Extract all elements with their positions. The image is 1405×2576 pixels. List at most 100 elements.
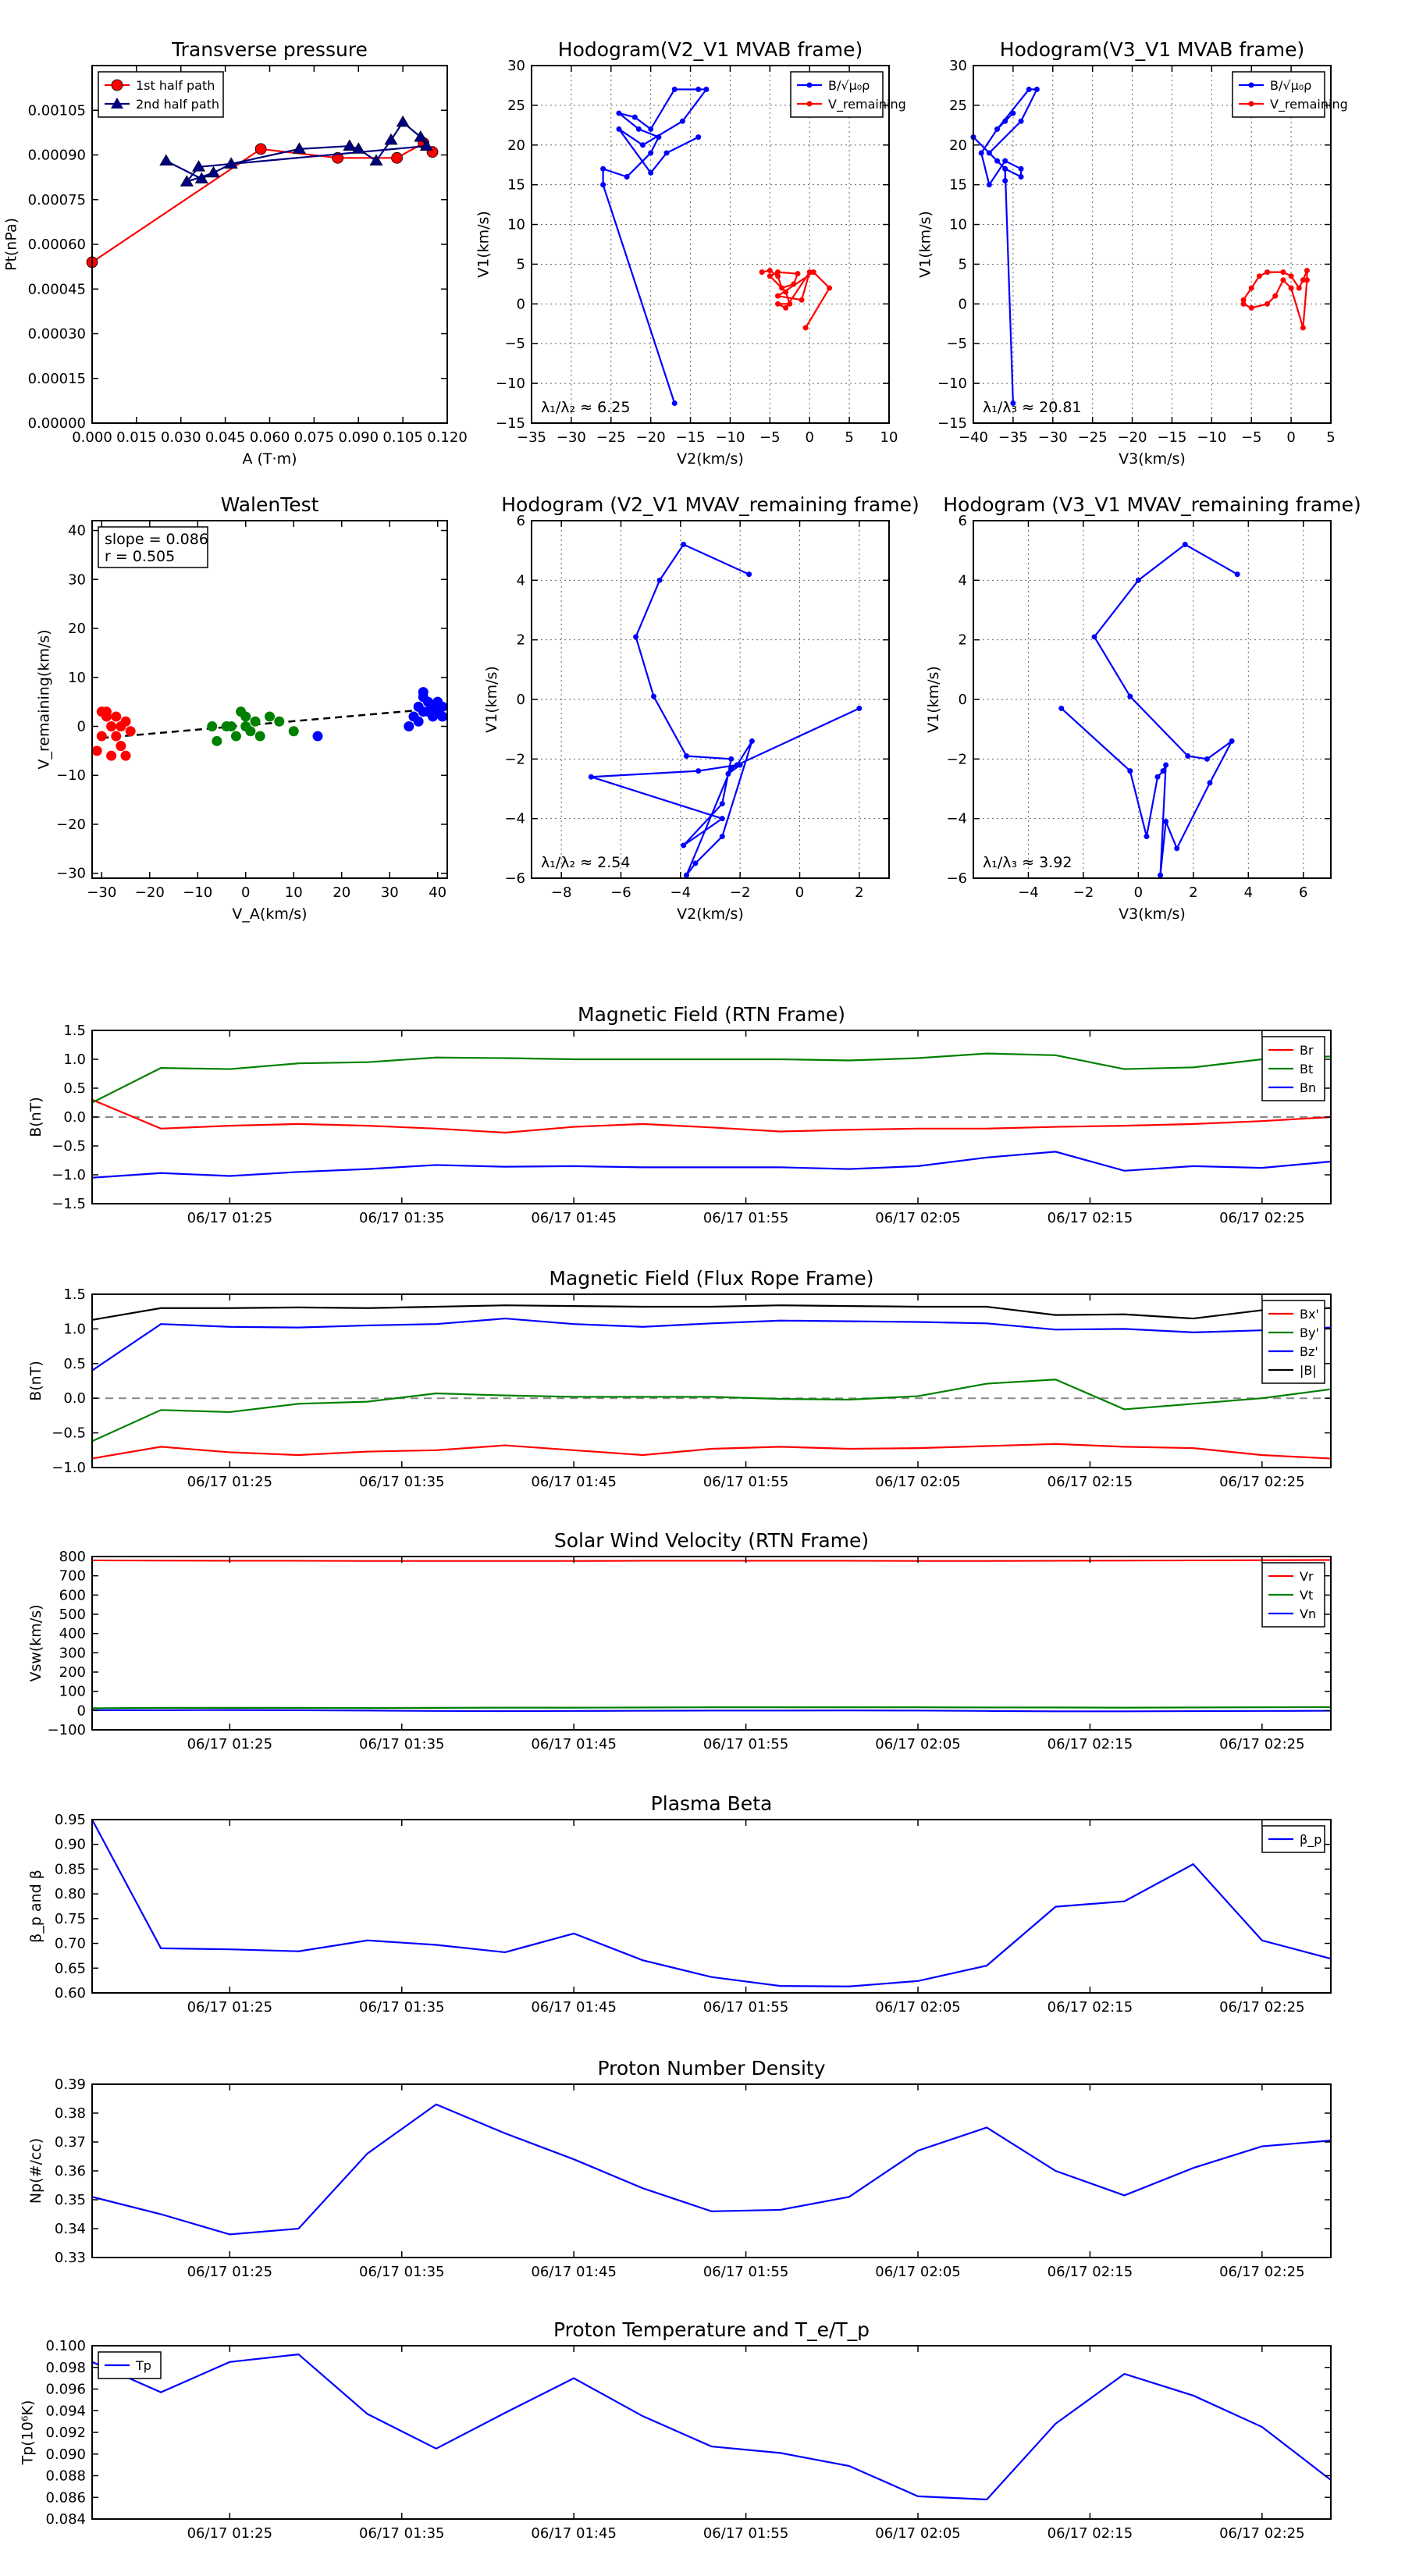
data-point [737, 762, 743, 768]
chart-tp_t: 06/17 01:25 06/17 01:35 06/17 01:45 06/17 0… [20, 2318, 1332, 2542]
x-tick-label: −35 [517, 429, 546, 446]
data-point [224, 157, 238, 169]
plot-frame [91, 65, 448, 424]
y-tick-label: 25 [949, 98, 967, 114]
data-point [775, 301, 781, 307]
x-tick-label: 06/17 02:05 [875, 2525, 960, 2542]
data-point [1248, 285, 1254, 291]
x-tick-label: 06/17 02:25 [1219, 2525, 1304, 2542]
data-point [986, 150, 992, 156]
x-tick-label: 06/17 01:25 [187, 1999, 272, 2016]
y-tick-label: 0.34 [55, 2221, 86, 2237]
x-tick-label: −20 [1118, 429, 1147, 446]
data-point [351, 142, 365, 154]
y-tick-label: 30 [949, 58, 967, 74]
legend-label: Vr [1300, 1569, 1314, 1584]
x-tick-label: 0 [241, 884, 250, 901]
chart-title: Hodogram(V2_V1 MVAB frame) [558, 38, 863, 61]
data-point [681, 842, 687, 849]
legend: Tp [98, 2351, 162, 2379]
legend-label: |B| [1300, 1363, 1317, 1378]
y-tick-label: −2 [946, 751, 967, 767]
x-tick-label: 20 [333, 884, 350, 901]
legend: 1st half path 2nd half path [98, 71, 224, 118]
y-tick-label: 0.00075 [28, 192, 86, 208]
y-tick-label: 10 [68, 670, 86, 686]
y-tick-label: 0.39 [55, 2076, 86, 2093]
chart-title: Proton Number Density [598, 2057, 826, 2080]
data-point [631, 114, 638, 120]
data-point [1127, 768, 1133, 774]
x-tick-label: −25 [596, 429, 626, 446]
series-bn [91, 1151, 1332, 1179]
x-tick-label: 06/17 01:35 [359, 2525, 444, 2542]
data-point [616, 126, 622, 132]
y-tick-label: 0.100 [45, 2338, 86, 2354]
legend: β_p [1261, 1825, 1325, 1853]
data-point [703, 87, 710, 93]
data-point [1240, 297, 1247, 303]
x-tick-label: −8 [551, 884, 572, 901]
x-tick-label: 06/17 02:15 [1048, 1999, 1133, 2016]
x-tick-label: −5 [759, 429, 781, 446]
data-point [775, 269, 781, 276]
x-axis-label: V3(km/s) [1119, 450, 1186, 468]
series-line [91, 1304, 1332, 1321]
data-point [1264, 301, 1271, 307]
y-tick-label: −15 [937, 415, 967, 432]
data-point [656, 134, 662, 141]
data-point [692, 860, 699, 866]
x-tick-label: 06/17 02:05 [875, 1474, 960, 1490]
chart-beta: 06/17 01:25 06/17 01:35 06/17 01:45 06/17 0… [27, 1792, 1332, 2016]
data-point [1163, 818, 1169, 824]
x-tick-label: 0.090 [338, 429, 379, 446]
series-line [165, 120, 429, 184]
y-tick-label: 0 [517, 296, 525, 312]
y-tick-label: 0.5 [63, 1080, 86, 1097]
x-tick-label: 0.105 [382, 429, 423, 446]
y-tick-label: 0 [77, 719, 86, 735]
legend: B/√μ₀ρ V_remaining [1232, 71, 1348, 118]
series-line [91, 1052, 1332, 1104]
data-point [96, 731, 107, 742]
y-tick-label: −0.5 [52, 1425, 86, 1442]
series--p [91, 1819, 1332, 1987]
data-point [191, 160, 206, 172]
data-point [719, 834, 725, 840]
series-line [1243, 270, 1308, 329]
series-line [91, 1098, 1332, 1134]
data-point [671, 87, 678, 93]
y-tick-label: −5 [504, 336, 525, 352]
series-line [91, 1443, 1332, 1460]
y-tick-label: 5 [959, 256, 967, 272]
x-tick-label: −15 [676, 429, 706, 446]
y-tick-label: 0.00045 [28, 281, 86, 297]
legend-label: 2nd half path [136, 97, 219, 112]
data-point [111, 731, 122, 742]
y-tick-label: 20 [949, 137, 967, 154]
data-point [683, 753, 689, 760]
y-axis-label: V1(km/s) [925, 666, 942, 733]
data-point [994, 158, 1001, 164]
x-tick-label: 06/17 02:25 [1219, 1210, 1304, 1226]
y-axis-label: β_p and β [27, 1870, 44, 1943]
x-tick-label: −20 [135, 884, 165, 901]
data-point [159, 154, 173, 166]
data-point [806, 269, 813, 276]
data-point [1154, 774, 1161, 780]
data-point [600, 182, 606, 188]
y-tick-label: −2 [504, 751, 525, 767]
y-tick-label: 800 [59, 1549, 86, 1565]
data-point [292, 142, 306, 154]
data-point [343, 139, 357, 151]
chart-vsw: 06/17 01:25 06/17 01:35 06/17 01:45 06/17 0… [27, 1529, 1332, 1752]
x-tick-label: 06/17 01:55 [703, 1999, 788, 2016]
data-point [1296, 285, 1302, 291]
annotation-text: λ₁/λ₃ ≈ 20.81 [983, 399, 1082, 416]
data-point [795, 271, 801, 277]
data-point [437, 711, 448, 722]
series-line [91, 1706, 1332, 1710]
data-point [994, 126, 1001, 132]
x-tick-label: 06/17 01:25 [187, 1474, 272, 1490]
